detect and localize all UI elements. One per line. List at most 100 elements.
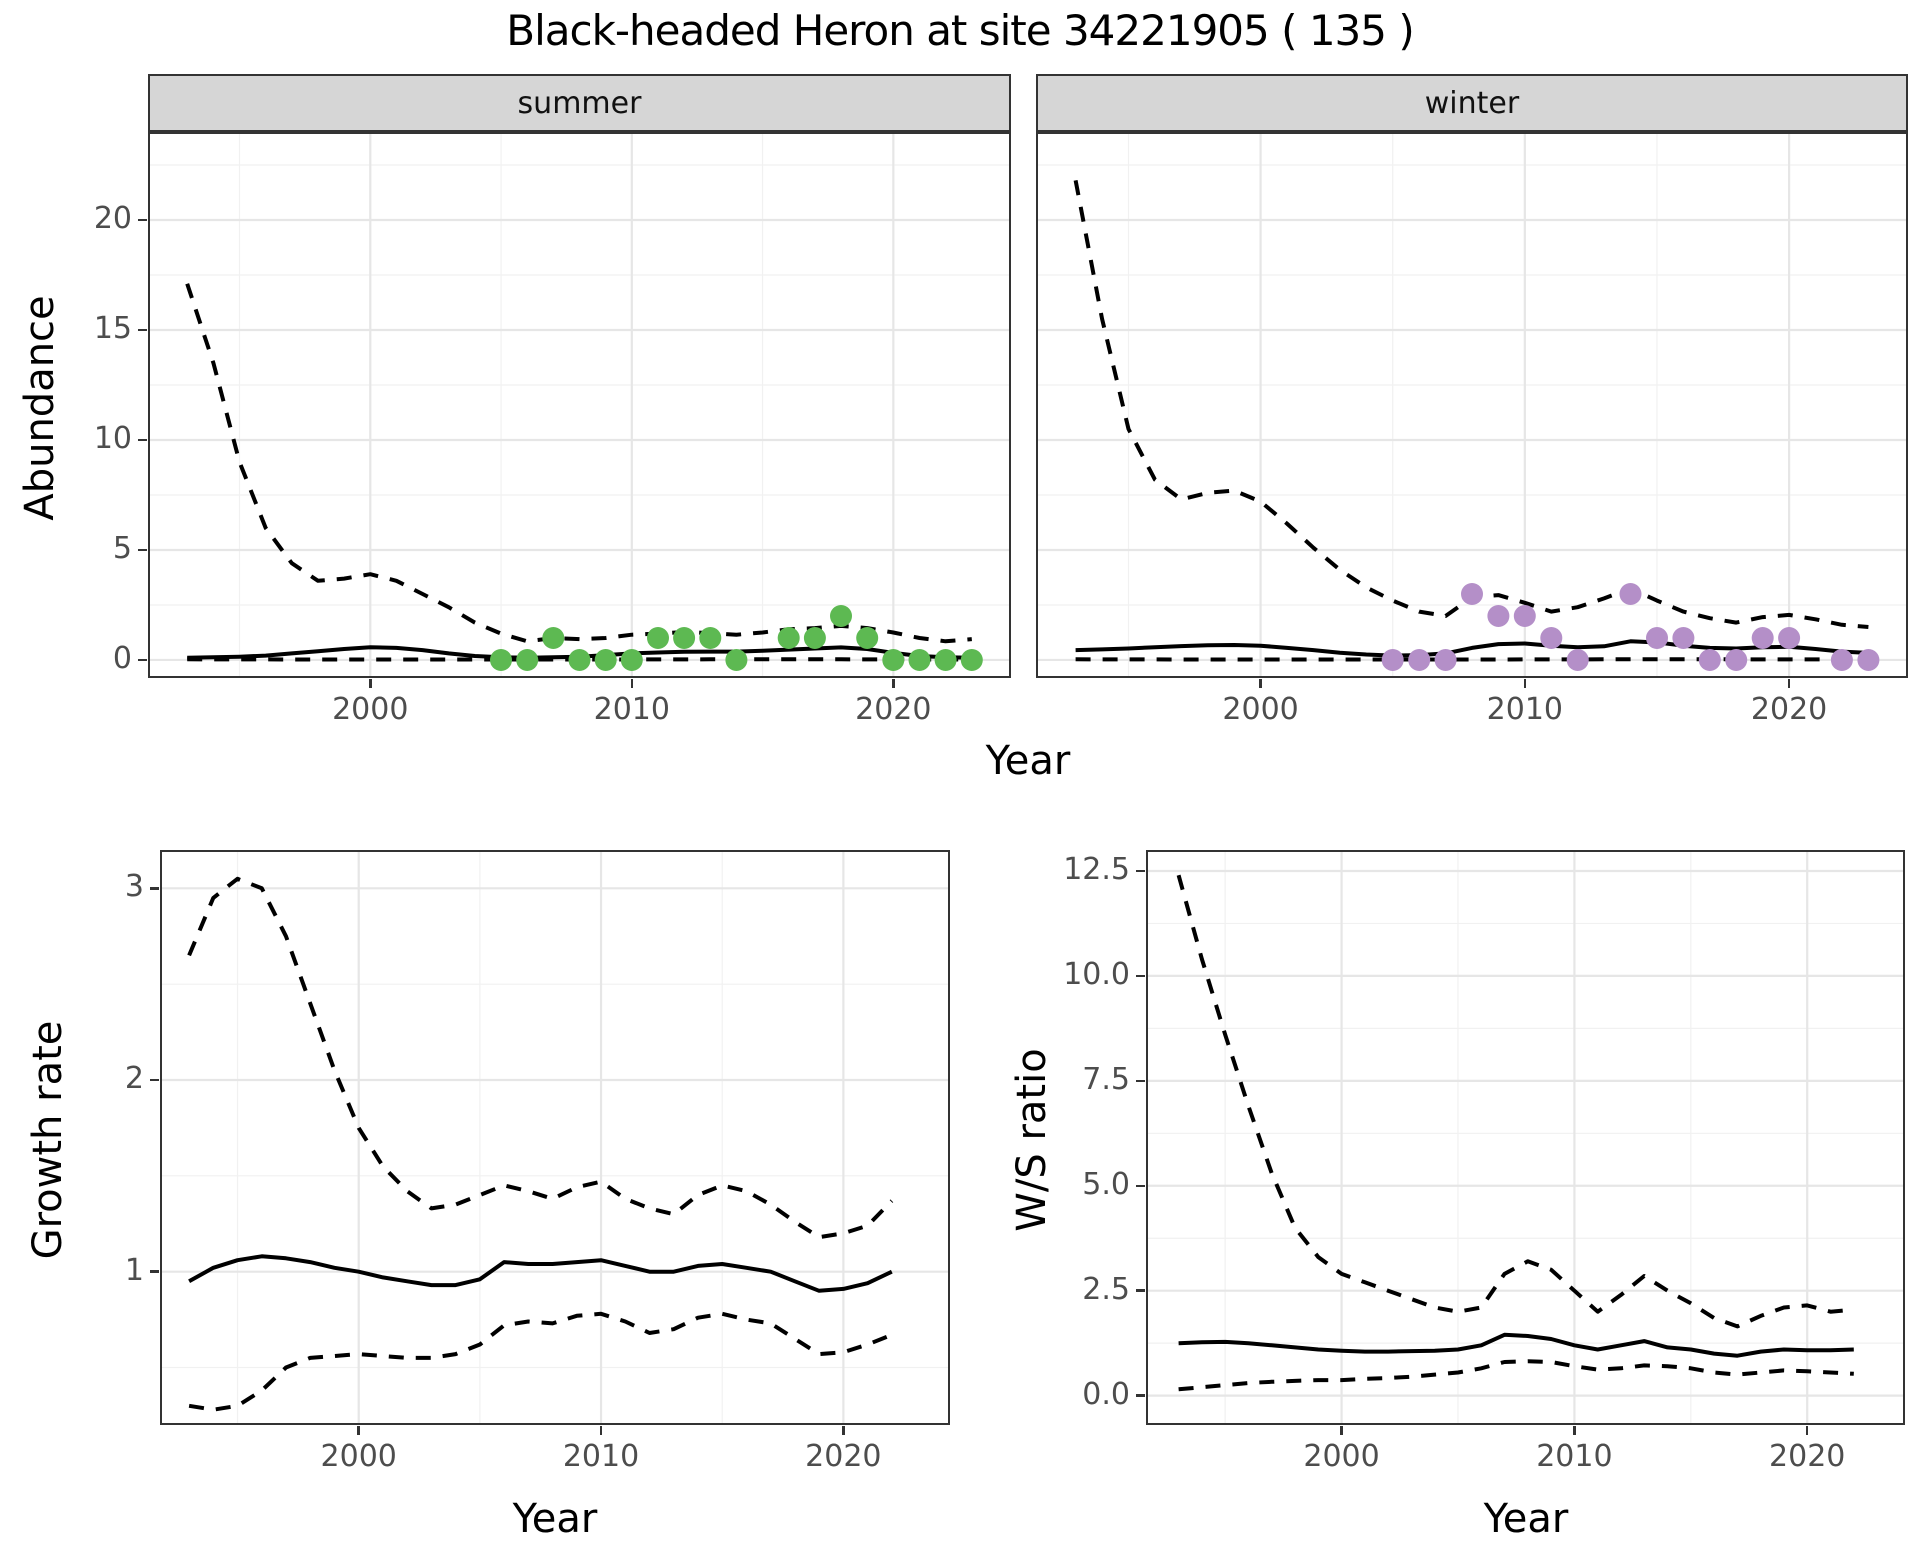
panel-ws-ratio <box>1146 850 1905 1425</box>
panel-growth-rate <box>160 850 950 1425</box>
winter-observation-point <box>1381 649 1404 671</box>
y-tick-mark <box>150 1270 159 1273</box>
summer-observation-point <box>594 649 617 671</box>
x-tick-label: 2000 <box>320 1439 397 1474</box>
winter-observation-point <box>1830 649 1853 671</box>
x-tick-label: 2010 <box>1486 692 1564 727</box>
y-tick-label: 20 <box>93 200 132 236</box>
y-tick-label: 5 <box>112 530 132 566</box>
x-tick-label: 2010 <box>593 692 670 727</box>
winter-observation-point <box>1434 649 1457 671</box>
y-tick-mark <box>1136 1184 1145 1188</box>
x-tick-mark <box>1805 1426 1809 1435</box>
y-tick-mark <box>150 887 159 890</box>
summer-observation-point <box>490 649 512 671</box>
summer-observation-point <box>568 649 591 671</box>
summer-observation-point <box>908 649 931 671</box>
winter-observation-point <box>1857 649 1880 671</box>
winter-upper_ci-line <box>1073 180 1869 629</box>
winter-observation-point <box>1672 627 1695 649</box>
y-tick-label: 2.5 <box>1082 1271 1130 1307</box>
y-tick-label: 2 <box>124 1061 144 1096</box>
ws-median-line <box>1178 1332 1854 1358</box>
panel-winter-abundance <box>1036 132 1908 678</box>
winter-observation-point <box>1540 627 1563 649</box>
y-tick-mark <box>138 328 147 332</box>
x-tick-label: 2020 <box>1750 692 1828 727</box>
y-tick-label: 15 <box>93 310 132 346</box>
winter-observation-point <box>1751 627 1774 649</box>
summer-observation-point <box>960 649 983 671</box>
y-tick-mark <box>1136 974 1145 978</box>
y-tick-mark <box>1136 1079 1145 1083</box>
growth-median-line <box>188 1254 893 1293</box>
winter-observation-point <box>1487 605 1510 627</box>
summer-observation-point <box>934 649 957 671</box>
y-tick-label: 10.0 <box>1063 956 1130 992</box>
x-tick-mark <box>357 1426 360 1435</box>
winter-observation-point <box>1408 649 1431 671</box>
y-tick-label: 7.5 <box>1082 1061 1130 1097</box>
x-tick-label: 2020 <box>1769 1439 1846 1474</box>
winter-observation-point <box>1725 649 1748 671</box>
x-tick-mark <box>369 679 372 688</box>
y-tick-mark <box>1136 1289 1145 1292</box>
x-tick-label: 2000 <box>1222 692 1299 727</box>
summer-observation-point <box>725 649 748 671</box>
summer-upper_ci-line <box>185 283 972 644</box>
y-tick-mark <box>138 548 147 552</box>
winter-observation-point <box>1646 627 1668 649</box>
y-tick-mark <box>1136 1394 1145 1397</box>
summer-observation-point <box>647 627 669 649</box>
ws-lower_ci-line <box>1178 1359 1854 1392</box>
x-tick-label: 2020 <box>805 1439 882 1474</box>
x-axis-label-growth-year: Year <box>512 1496 598 1542</box>
x-axis-label-top-year: Year <box>985 738 1071 784</box>
growth-upper_ci-line <box>187 876 894 1240</box>
y-tick-label: 3 <box>124 869 144 905</box>
winter-median-line <box>1075 639 1869 658</box>
y-tick-label: 0.0 <box>1082 1376 1130 1412</box>
panel-summer-abundance <box>148 132 1011 678</box>
y-tick-mark <box>1136 869 1145 873</box>
ws-upper_ci-line <box>1176 874 1854 1329</box>
x-tick-mark <box>630 679 634 688</box>
x-tick-mark <box>1787 679 1791 688</box>
x-tick-label: 2000 <box>332 692 409 727</box>
x-tick-label: 2000 <box>1303 1439 1380 1474</box>
winter-observation-point <box>1619 583 1642 605</box>
y-tick-label: 0 <box>112 640 132 676</box>
winter-observation-point <box>1461 583 1483 605</box>
summer-observation-point <box>882 649 905 671</box>
x-tick-mark <box>1573 1426 1576 1435</box>
summer-observation-point <box>620 649 643 671</box>
summer-observation-point <box>856 627 879 649</box>
summer-observation-point <box>542 627 565 649</box>
x-tick-mark <box>1259 679 1262 688</box>
y-tick-mark <box>150 1078 159 1082</box>
facet-strip-winter: winter <box>1036 74 1908 132</box>
y-tick-label: 1 <box>124 1252 144 1288</box>
winter-observation-point <box>1778 627 1801 649</box>
y-tick-label: 5.0 <box>1082 1166 1130 1202</box>
facet-strip-summer: summer <box>148 74 1011 132</box>
summer-observation-point <box>777 627 800 649</box>
summer-observation-point <box>830 605 852 627</box>
x-tick-label: 2010 <box>1536 1439 1613 1474</box>
y-tick-mark <box>138 218 147 222</box>
y-tick-label: 12.5 <box>1063 851 1130 887</box>
y-tick-label: 10 <box>93 420 132 456</box>
y-axis-label-abundance: Abundance <box>17 295 63 521</box>
x-tick-mark <box>842 1426 845 1435</box>
x-axis-label-ws-year: Year <box>1483 1496 1569 1542</box>
x-tick-mark <box>599 1426 603 1435</box>
summer-observation-point <box>516 649 539 671</box>
x-tick-mark <box>1340 1426 1343 1435</box>
winter-observation-point <box>1513 605 1536 627</box>
winter-observation-point <box>1566 649 1589 671</box>
y-tick-mark <box>138 658 147 662</box>
y-axis-label-growth-rate: Growth rate <box>25 1020 71 1260</box>
x-tick-mark <box>1523 679 1527 688</box>
summer-observation-point <box>673 627 696 649</box>
x-tick-label: 2010 <box>562 1439 640 1474</box>
